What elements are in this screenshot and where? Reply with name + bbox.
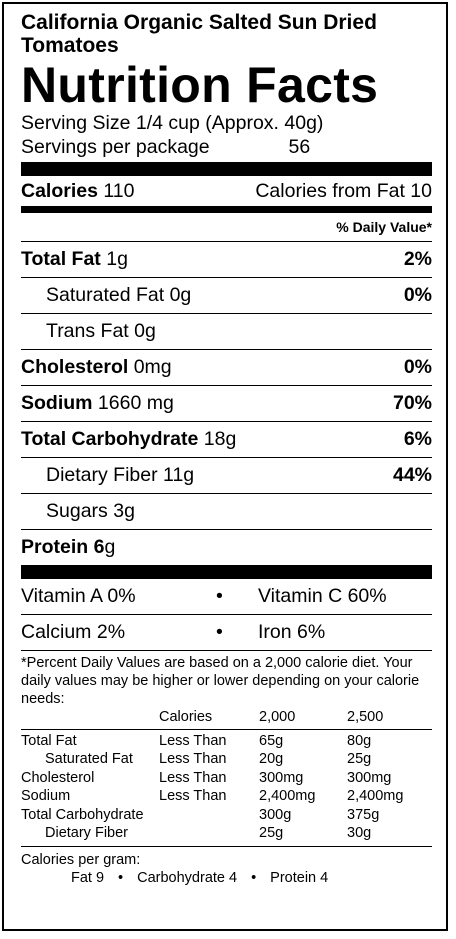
table-row: Sodium Less Than 2,400mg 2,400mg <box>21 788 404 804</box>
nutrient-row-protein: Protein 6g <box>21 536 116 558</box>
daily-value-header: % Daily Value* <box>21 213 432 242</box>
nutrient-row-saturated-fat: Saturated Fat 0g 0% <box>21 278 432 314</box>
reference-table-divider <box>21 728 432 730</box>
calories-per-gram-divider <box>21 845 432 847</box>
serving-size: Serving Size 1/4 cup (Approx. 40g) <box>21 112 324 134</box>
product-name: California Organic Salted Sun Dried Toma… <box>21 11 377 57</box>
servings-per-package: Servings per package 56 <box>21 135 432 159</box>
calories-label: Calories <box>21 179 98 202</box>
nutrient-row-sodium: Sodium 1660 mg 70% <box>21 386 432 422</box>
reference-table-header: Calories 2,000 2,500 <box>159 709 384 725</box>
calories-per-gram-label: Calories per gram: <box>21 851 141 868</box>
thick-divider <box>21 162 432 176</box>
nutrient-row-trans-fat: Trans Fat 0g <box>21 314 432 350</box>
calories-per-gram: Calories per gram: Fat 9 • Carbohydrate … <box>21 847 432 887</box>
nutrient-row-total-fat: Total Fat 1g 2% <box>21 242 432 278</box>
nutrient-row-sugars: Sugars 3g <box>21 494 432 530</box>
servings-label: Servings per package <box>21 136 210 158</box>
daily-value-footnote: *Percent Daily Values are based on a 2,0… <box>21 655 420 707</box>
nutrient-row-total-carbohydrate: Total Carbohydrate 18g 6% <box>21 422 432 458</box>
table-row: Cholesterol Less Than 300mg 300mg <box>21 769 392 786</box>
calories-from-fat: Calories from Fat 10 <box>255 179 432 202</box>
thick-divider-2 <box>21 565 432 579</box>
table-row: Total Carbohydrate 300g 375g <box>21 806 380 823</box>
servings-value: 56 <box>288 136 311 158</box>
nutrition-label: California Organic Salted Sun Dried Toma… <box>2 2 448 931</box>
table-row: Dietary Fiber 25g 30g <box>45 825 372 841</box>
vitamin-row-1: Vitamin A 0% • Vitamin C 60% <box>21 579 432 615</box>
nutrition-facts-title: Nutrition Facts <box>21 57 379 113</box>
nutrient-row-dietary-fiber: Dietary Fiber 11g 44% <box>21 458 432 494</box>
reference-table: Calories 2,000 2,500 Total Fat Less Than… <box>21 708 432 843</box>
table-row: Saturated Fat Less Than 20g 25g <box>45 751 372 767</box>
calories-row: Calories 110 Calories from Fat 10 <box>21 176 432 207</box>
medium-divider <box>21 207 432 213</box>
table-row: Total Fat Less Than 65g 80g <box>21 732 372 749</box>
calories-value: 110 <box>103 179 135 202</box>
nutrient-row-cholesterol: Cholesterol 0mg 0% <box>21 350 432 386</box>
calories-per-gram-values: Fat 9 • Carbohydrate 4 • Protein 4 <box>71 869 329 886</box>
vitamin-row-2: Calcium 2% • Iron 6% <box>21 615 432 651</box>
